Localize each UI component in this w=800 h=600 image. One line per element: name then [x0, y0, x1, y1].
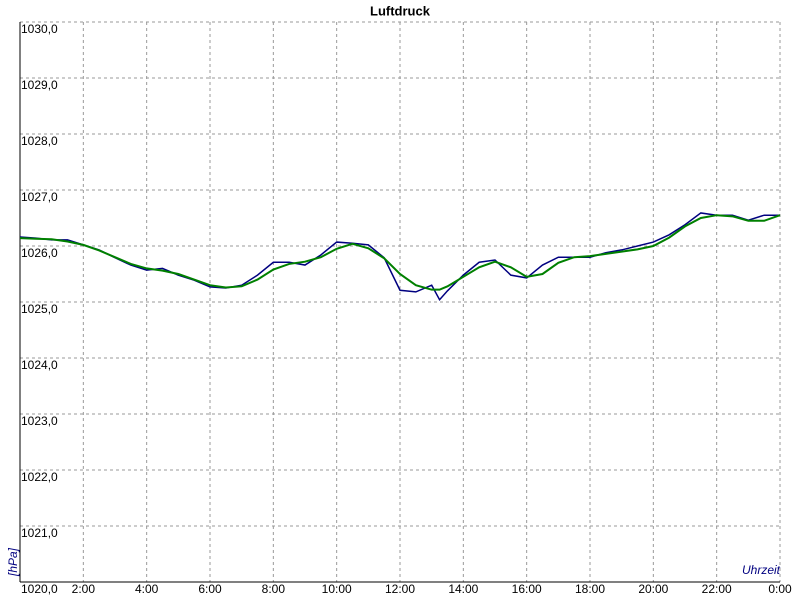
x-tick-label: 20:00	[638, 582, 668, 596]
x-tick-label: 12:00	[385, 582, 415, 596]
y-tick-label: 1028,0	[21, 134, 58, 148]
x-tick-label: 0:00	[768, 582, 792, 596]
y-tick-label: 1029,0	[21, 78, 58, 92]
y-tick-label: 1021,0	[21, 526, 58, 540]
x-tick-label: 2:00	[72, 582, 96, 596]
x-axis-label: Uhrzeit	[742, 563, 781, 577]
x-tick-label: 8:00	[262, 582, 286, 596]
x-tick-label: 18:00	[575, 582, 605, 596]
x-tick-label: 16:00	[512, 582, 542, 596]
x-tick-label: 4:00	[135, 582, 159, 596]
y-tick-label: 1020,0	[21, 582, 58, 596]
y-tick-label: 1022,0	[21, 470, 58, 484]
y-tick-label: 1025,0	[21, 302, 58, 316]
series-line	[19, 214, 781, 291]
x-tick-label: 10:00	[322, 582, 352, 596]
y-tick-label: 1030,0	[21, 22, 58, 36]
y-axis-label: [hPa]	[6, 547, 20, 577]
x-tick-label: 22:00	[702, 582, 732, 596]
x-tick-label: 14:00	[448, 582, 478, 596]
y-tick-label: 1024,0	[21, 358, 58, 372]
y-tick-label: 1027,0	[21, 190, 58, 204]
series-line	[19, 212, 780, 302]
y-tick-label: 1023,0	[21, 414, 58, 428]
y-tick-label: 1026,0	[21, 246, 58, 260]
x-tick-label: 6:00	[198, 582, 222, 596]
chart-title: Luftdruck	[370, 3, 431, 18]
